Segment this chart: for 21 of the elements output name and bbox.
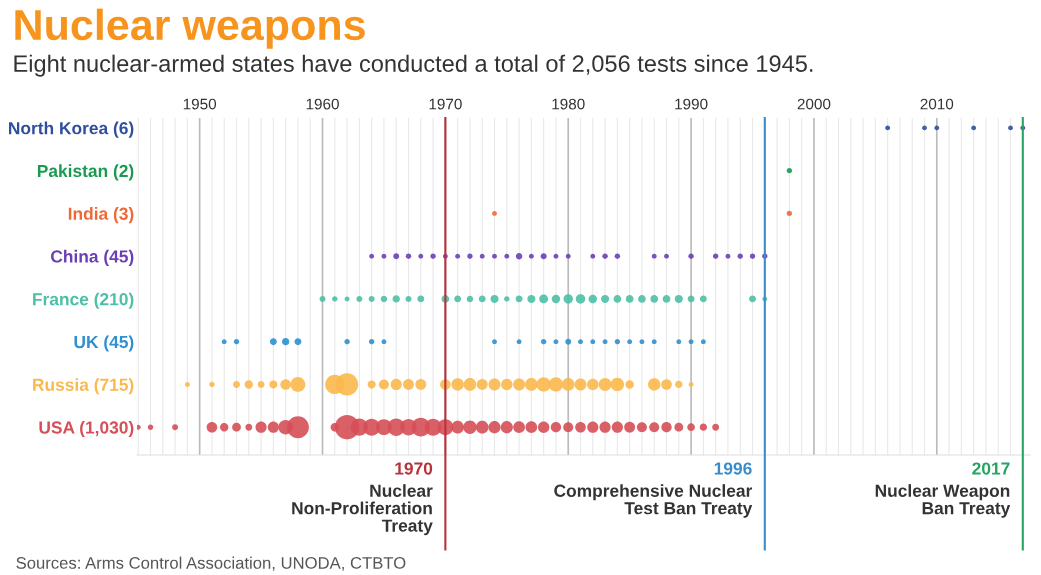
x-tick-label: 1970 — [429, 98, 462, 110]
chart-subtitle: Eight nuclear-armed states have conducted a total of 2,056 tests since 1945. — [14, 54, 813, 77]
x-tick-label: 2010 — [920, 98, 954, 110]
x-tick-label: 2000 — [797, 98, 831, 110]
x-tick-label: 1950 — [183, 98, 217, 110]
y-tick-label: Russia (715) — [33, 378, 134, 395]
x-tick-label: 1980 — [552, 98, 585, 110]
y-tick-label: China (45) — [51, 249, 134, 267]
chart-title: Nuclear weapons — [15, 8, 365, 49]
x-tick-label: 1960 — [306, 98, 339, 110]
ref-line-label: 1970 Nuclear Non-Proliferation Treaty — [292, 462, 433, 536]
ref-line-label: 2017 Nuclear Weapon Ban Treaty — [875, 462, 1011, 518]
y-tick-label: India (3) — [68, 207, 134, 224]
y-tick-label: North Korea (6) — [9, 121, 134, 138]
source-note: Sources: Arms Control Association, UNODA, CTBTO — [16, 556, 406, 571]
x-tick-label: 1990 — [675, 98, 708, 110]
ref-line-label: 1996 Comprehensive Nuclear Test Ban Treaty — [554, 462, 753, 518]
y-tick-label: UK (45) — [74, 335, 134, 352]
y-tick-label: Pakistan (2) — [37, 164, 134, 181]
y-tick-label: USA (1,030) — [39, 420, 134, 438]
y-tick-label: France (210) — [33, 292, 134, 309]
